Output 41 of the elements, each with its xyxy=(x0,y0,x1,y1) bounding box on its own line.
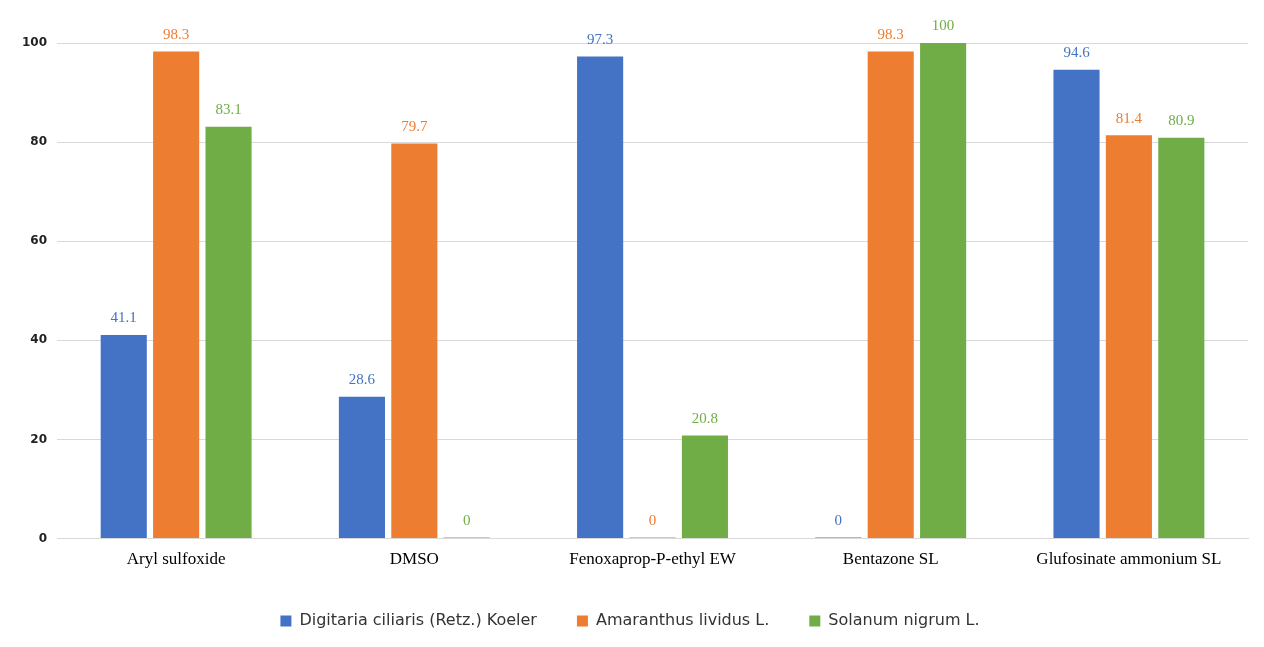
x-tick-label: Bentazone SL xyxy=(842,549,939,569)
bar xyxy=(1105,135,1152,539)
bar xyxy=(681,435,728,539)
x-tick-label: Glufosinate ammonium SL xyxy=(1036,549,1222,569)
bar xyxy=(867,51,914,539)
y-tick-label: 100 xyxy=(21,35,48,50)
data-label: 79.7 xyxy=(401,118,428,135)
y-tick-label: 20 xyxy=(30,431,48,446)
y-tick-label: 60 xyxy=(30,233,48,248)
bar xyxy=(205,126,252,539)
data-label: 80.9 xyxy=(1168,112,1195,129)
bar xyxy=(100,334,147,539)
bar xyxy=(391,143,438,539)
data-label: 81.4 xyxy=(1115,109,1143,126)
x-tick-label: Fenoxaprop-P-ethyl EW xyxy=(569,549,737,569)
data-label: 0 xyxy=(834,512,843,529)
y-tick-label: 80 xyxy=(30,134,48,149)
data-label: 98.3 xyxy=(163,25,190,42)
y-tick-label: 40 xyxy=(30,332,48,347)
bar xyxy=(1053,69,1100,539)
bar xyxy=(920,43,967,539)
data-label: 83.1 xyxy=(215,101,242,118)
data-label: 98.3 xyxy=(877,25,904,42)
data-label: 0 xyxy=(648,512,657,529)
data-label: 97.3 xyxy=(587,30,614,47)
x-tick-label: Aryl sulfoxide xyxy=(126,549,226,569)
data-label: 100 xyxy=(931,17,955,34)
legend-label: Amaranthus lividus L. xyxy=(595,610,770,630)
data-label: 94.6 xyxy=(1063,44,1091,61)
bar xyxy=(577,56,624,539)
data-label: 20.8 xyxy=(691,409,719,426)
bar xyxy=(153,51,200,539)
x-tick-label: DMSO xyxy=(389,549,439,569)
data-label: 0 xyxy=(462,512,471,529)
bar xyxy=(338,396,385,539)
data-label: 41.1 xyxy=(110,309,137,326)
data-label: 28.6 xyxy=(348,371,376,388)
bar xyxy=(1158,137,1205,539)
legend-label: Solanum nigrum L. xyxy=(828,610,980,630)
y-tick-label: 0 xyxy=(38,530,48,545)
legend-label: Digitaria ciliaris (Retz.) Koeler xyxy=(299,610,538,630)
